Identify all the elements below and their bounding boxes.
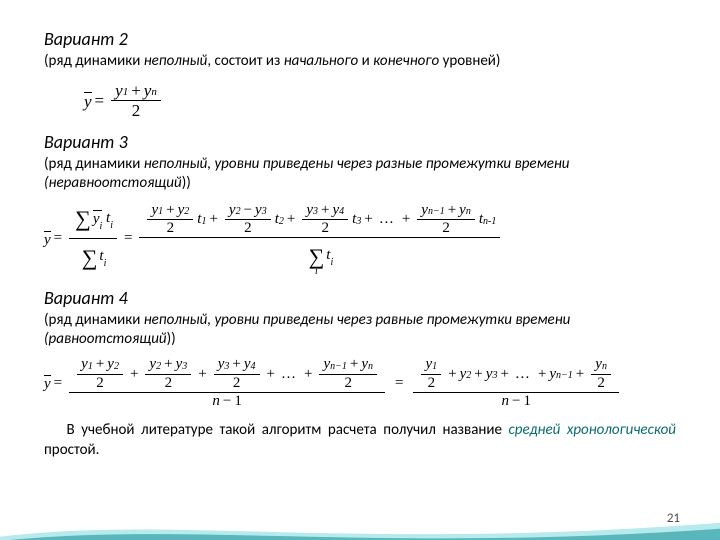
variant2-formula: y = y1+yn 2 <box>84 79 676 121</box>
page-number: 21 <box>667 511 680 526</box>
footnote-accent: средней хронологической <box>509 421 676 439</box>
variant4-title: Вариант 4 <box>44 287 676 309</box>
variant4-desc-prefix: (ряд динамики <box>44 311 144 329</box>
variant3-desc-prefix: (ряд динамики <box>44 155 144 173</box>
footnote: В учебной литературе такой алгоритм расч… <box>44 420 676 461</box>
slide-page: Вариант 2 (ряд динамики неполный, состои… <box>0 0 720 540</box>
variant2-desc-it2: начального <box>284 52 358 70</box>
variant2-desc-it1: неполный <box>144 52 208 70</box>
variant3-desc-suffix: )) <box>182 174 191 192</box>
variant2-title: Вариант 2 <box>44 28 676 50</box>
variant2-desc-prefix: (ряд динамики <box>44 52 144 70</box>
footnote-prefix: В учебной литературе такой алгоритм расч… <box>67 421 509 439</box>
variant4-desc: (ряд динамики неполный, уровни приведены… <box>44 311 676 349</box>
footnote-suffix: простой. <box>44 441 99 459</box>
variant3-title: Вариант 3 <box>44 131 676 153</box>
variant4-formula: y = y1+y22+ y2+y32+ y3+y42+…+ yn−1+yn2 n… <box>44 356 676 410</box>
variant2-desc-mid: , состоит из <box>207 52 283 70</box>
variant3-formula: y = ∑ yi ti ∑ ti = y1+y22 t1+ y2−y32 t2+ <box>44 200 676 277</box>
variant2-desc-mid2: и <box>358 52 373 70</box>
variant2-desc-suffix: уровней) <box>439 52 500 70</box>
variant2-desc: (ряд динамики неполный, состоит из начал… <box>44 52 676 71</box>
variant3-desc: (ряд динамики неполный, уровни приведены… <box>44 155 676 193</box>
variant2-desc-it3: конечного <box>373 52 439 70</box>
variant4-desc-suffix: )) <box>167 330 176 348</box>
